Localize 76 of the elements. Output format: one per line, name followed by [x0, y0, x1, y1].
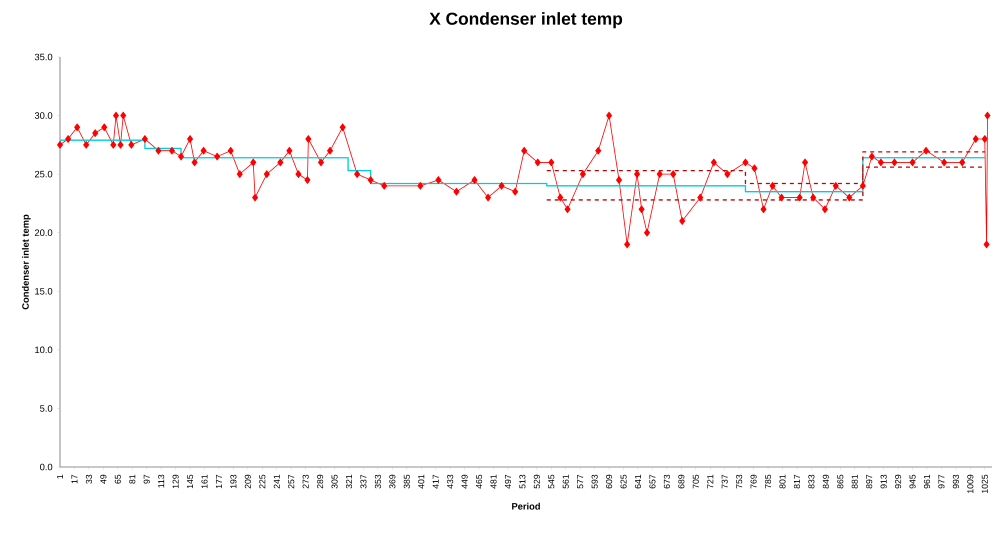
- x-tick-label: 545: [548, 474, 554, 488]
- x-tick-label: 833: [808, 474, 814, 488]
- x-tick-label: 625: [620, 474, 627, 488]
- x-tick-label: 865: [837, 474, 844, 488]
- x-tick-label: 945: [909, 474, 916, 488]
- x-tick-label: 193: [230, 474, 236, 488]
- x-tick-label: 961: [924, 474, 930, 488]
- x-tick-label: 289: [317, 474, 324, 488]
- x-tick-label: 385: [404, 474, 410, 488]
- x-tick-label: 881: [852, 474, 858, 488]
- x-tick-label: 97: [144, 474, 150, 484]
- x-tick-label: 49: [100, 474, 106, 484]
- x-tick-label: 977: [938, 474, 944, 488]
- y-tick-label: 20.0: [34, 229, 52, 236]
- x-tick-label: 593: [592, 474, 598, 488]
- x-tick-label: 801: [779, 474, 786, 488]
- y-tick-label: 30.0: [34, 112, 52, 119]
- x-tick-label: 177: [216, 474, 222, 488]
- x-tick-label: 1: [57, 474, 63, 479]
- x-tick-label: 657: [649, 474, 656, 488]
- y-tick-label: 25.0: [34, 170, 52, 178]
- x-tick-label: 161: [201, 474, 208, 488]
- x-axis-title: Period: [512, 502, 540, 510]
- x-tick-label: 321: [346, 474, 352, 488]
- x-tick-label: 65: [114, 474, 121, 484]
- x-tick-label: 929: [895, 474, 902, 488]
- x-tick-label: 641: [634, 474, 642, 488]
- y-tick-label: 5.0: [40, 405, 52, 412]
- y-axis-title: Condenser inlet temp: [22, 214, 31, 310]
- x-tick-label: 305: [331, 474, 338, 488]
- x-tick-label: 753: [736, 474, 742, 488]
- x-tick-label: 817: [794, 474, 800, 488]
- x-tick-label: 769: [750, 474, 757, 488]
- x-tick-label: 1025: [982, 474, 988, 493]
- x-tick-label: 785: [764, 474, 772, 488]
- x-tick-label: 81: [129, 474, 136, 484]
- x-tick-label: 17: [71, 474, 78, 484]
- y-tick-label: 35.0: [34, 54, 52, 60]
- y-tick-label: 0.0: [40, 464, 52, 470]
- x-tick-label: 497: [504, 474, 512, 489]
- x-tick-label: 33: [86, 474, 92, 484]
- x-tick-label: 721: [707, 474, 714, 488]
- x-tick-label: 353: [374, 474, 381, 488]
- x-tick-label: 529: [534, 474, 540, 488]
- x-tick-label: 913: [880, 474, 887, 488]
- x-tick-label: 673: [664, 474, 670, 488]
- x-tick-label: 481: [490, 474, 497, 489]
- x-tick-label: 273: [302, 474, 309, 488]
- x-tick-label: 401: [418, 474, 424, 489]
- x-tick-label: 257: [288, 474, 294, 488]
- chart-title: X Condenser inlet temp: [429, 12, 622, 28]
- y-tick-label: 10.0: [35, 346, 52, 354]
- x-tick-label: 897: [866, 474, 872, 488]
- x-tick-label: 337: [360, 474, 367, 488]
- x-tick-label: 513: [519, 474, 526, 488]
- x-tick-label: 993: [952, 474, 959, 488]
- x-tick-label: 129: [172, 474, 179, 488]
- x-tick-label: 609: [606, 474, 612, 488]
- x-tick-label: 225: [259, 474, 266, 488]
- x-tick-label: 145: [187, 474, 194, 488]
- x-tick-label: 417: [432, 474, 439, 489]
- x-tick-label: 449: [462, 474, 468, 489]
- x-tick-label: 369: [389, 474, 396, 488]
- x-tick-label: 737: [722, 474, 728, 488]
- x-tick-label: 561: [562, 474, 569, 488]
- x-tick-label: 705: [692, 474, 699, 488]
- x-tick-label: 113: [158, 474, 164, 488]
- x-tick-label: 577: [577, 474, 584, 488]
- x-tick-label: 241: [274, 474, 280, 488]
- x-tick-label: 1009: [967, 474, 974, 493]
- x-tick-label: 209: [244, 474, 251, 488]
- x-tick-label: 849: [822, 474, 829, 488]
- x-tick-label: 465: [476, 474, 482, 489]
- x-tick-label: 433: [447, 474, 454, 489]
- x-tick-label: 689: [678, 474, 684, 488]
- y-tick-label: 15.0: [35, 288, 52, 295]
